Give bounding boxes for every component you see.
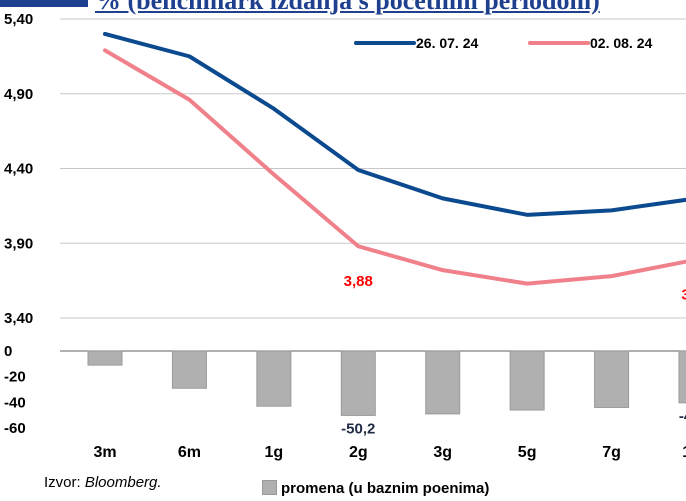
bar-y-tick-label: -60 [4, 420, 26, 437]
line-y-tick-label: 3,90 [4, 235, 33, 252]
bar-data-label: -40,4 [679, 408, 686, 425]
line-chart-gridlines [60, 18, 686, 319]
bar [171, 350, 207, 389]
bar-data-labels: -50,2 -40,4 [341, 408, 686, 438]
title-accent-bar [0, 0, 88, 7]
x-tick-labels: 3m 6m 1g 2g 3g 5g 7g 10g [93, 444, 686, 461]
bar-legend-label: promena (u baznim poenima) [281, 480, 490, 497]
bar-legend-swatch [262, 480, 277, 495]
bar [87, 350, 123, 366]
x-tick-label: 1g [265, 444, 284, 461]
line-y-tick-label: 3,40 [4, 310, 33, 327]
x-tick-label: 7g [602, 444, 621, 461]
source-note: Izvor: Bloomberg. [44, 474, 162, 491]
source-name: Bloomberg. [84, 474, 162, 491]
x-tick-label: 10g [682, 444, 686, 461]
line-series-2 [103, 48, 686, 286]
line-chart-y-tick-labels: 5,40 4,90 4,40 3,90 3,40 [4, 11, 33, 327]
bar-y-tick-label: -40 [4, 394, 26, 411]
line-y-tick-label: 4,90 [4, 86, 33, 103]
legend-label: 26. 07. 24 [416, 35, 478, 51]
source-prefix: Izvor: [44, 474, 85, 491]
bar-legend: promena (u baznim poenima) [262, 480, 489, 497]
bar [678, 350, 686, 404]
bar [256, 350, 292, 407]
x-tick-label: 3m [93, 444, 116, 461]
legend-label: 02. 08. 24 [590, 35, 652, 51]
x-tick-label: 6m [178, 444, 201, 461]
x-tick-label: 5g [518, 444, 537, 461]
bar [340, 350, 376, 416]
bar-chart-y-tick-labels: 0 -20 -40 -60 [4, 343, 26, 437]
line-series [103, 31, 686, 286]
line-data-label: 3,79 [681, 287, 686, 304]
line-y-tick-label: 5,40 [4, 11, 33, 28]
bar [594, 350, 630, 408]
bar-series [87, 350, 686, 416]
line-y-tick-label: 4,40 [4, 161, 33, 178]
chart-title: % (benchmark izdanja s početnim periodom… [95, 0, 600, 15]
line-data-label: 3,88 [344, 273, 373, 290]
bar [425, 350, 461, 415]
bar-y-tick-label: 0 [4, 343, 12, 360]
x-tick-label: 3g [433, 444, 452, 461]
line-series-1 [103, 31, 686, 217]
bar [509, 350, 545, 411]
bar-data-label: -50,2 [341, 420, 375, 437]
line-legend: 26. 07. 24 02. 08. 24 [354, 35, 652, 51]
bar-y-tick-label: -20 [4, 369, 26, 386]
line-data-labels: 3,88 3,79 [344, 273, 686, 303]
x-tick-label: 2g [349, 444, 368, 461]
